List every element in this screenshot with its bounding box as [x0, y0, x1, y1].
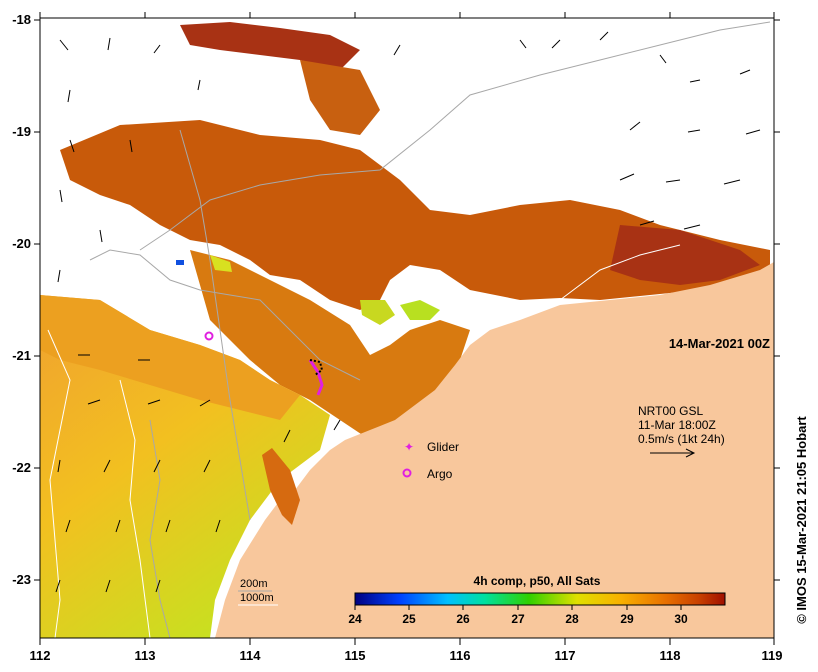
lat-tick-label: -19 — [12, 124, 31, 139]
sst-band-north — [60, 120, 770, 310]
lon-tick-label: 117 — [555, 648, 576, 663]
glider-legend-label: Glider — [427, 440, 459, 454]
lon-tick-label: 115 — [345, 648, 366, 663]
lon-tick-label: 116 — [450, 648, 471, 663]
depth-legend-200m: 200m — [240, 578, 268, 590]
sst-speckle-north — [300, 60, 380, 135]
lat-tick-label: -18 — [12, 12, 31, 27]
date-label: 14-Mar-2021 00Z — [669, 336, 770, 351]
current-legend-time: 11-Mar 18:00Z — [638, 418, 716, 432]
lon-tick-label: 118 — [660, 648, 681, 663]
lon-tick-label: 112 — [30, 648, 51, 663]
bathymetry-contours — [89, 21, 771, 638]
sst-hot-patch-east — [610, 225, 760, 285]
colorbar-gradient — [354, 592, 726, 606]
colorbar-tick: 27 — [511, 612, 525, 626]
colorbar-title: 4h comp, p50, All Sats — [474, 574, 601, 588]
sst-band-central — [190, 250, 470, 440]
sst-colorbar: 4h comp, p50, All Sats 24 25 26 27 28 29… — [348, 574, 726, 626]
current-legend-scale: 0.5m/s (1kt 24h) — [638, 432, 725, 446]
lon-tick-label: 113 — [135, 648, 156, 663]
depth-legend-1000m: 1000m — [240, 592, 274, 604]
colorbar-tick: 30 — [674, 612, 688, 626]
sst-cool-patch-2 — [400, 300, 440, 320]
sst-band-west-warm — [40, 295, 300, 420]
current-legend-source: NRT00 GSL — [638, 404, 703, 418]
argo-legend-icon — [402, 468, 412, 478]
depth-legend: 200m 1000m — [238, 578, 278, 606]
colorbar-tick: 24 — [348, 612, 362, 626]
land-mass — [215, 262, 774, 638]
lat-axis: -18 -19 -20 -21 -22 -23 — [12, 12, 780, 587]
lat-tick-label: -20 — [12, 236, 31, 251]
current-legend: NRT00 GSL 11-Mar 18:00Z 0.5m/s (1kt 24h) — [638, 404, 725, 458]
plot-frame — [39, 17, 775, 639]
lat-tick-label: -23 — [12, 572, 31, 587]
argo-float-marker — [204, 331, 214, 341]
colorbar-tick: 25 — [402, 612, 416, 626]
lon-axis: 112 113 114 115 116 117 118 119 — [30, 12, 783, 663]
colorbar-tick: 28 — [565, 612, 579, 626]
lat-tick-label: -21 — [12, 348, 31, 363]
colorbar-tick: 29 — [620, 612, 634, 626]
land-peninsula — [262, 448, 300, 525]
colorbar-tick: 26 — [456, 612, 470, 626]
marker-legend: ✦ Glider Argo — [402, 440, 459, 481]
bathymetry-contours-white — [47, 244, 681, 638]
sst-cold-pixel — [176, 260, 184, 265]
sst-cool-patch-3 — [210, 255, 232, 272]
lat-tick-label: -22 — [12, 460, 31, 475]
sst-cool-patch — [360, 300, 395, 325]
sst-hot-patch-north — [180, 22, 360, 70]
glider-track — [308, 359, 324, 396]
glider-legend-icon: ✦ — [404, 440, 414, 454]
lon-tick-label: 114 — [240, 648, 262, 663]
lon-tick-label: 119 — [762, 648, 783, 663]
arrow-head-icon — [685, 448, 696, 458]
credit-label: © IMOS 15-Mar-2021 21:05 Hobart — [794, 416, 809, 624]
argo-legend-label: Argo — [427, 467, 453, 481]
current-vectors — [55, 31, 761, 593]
